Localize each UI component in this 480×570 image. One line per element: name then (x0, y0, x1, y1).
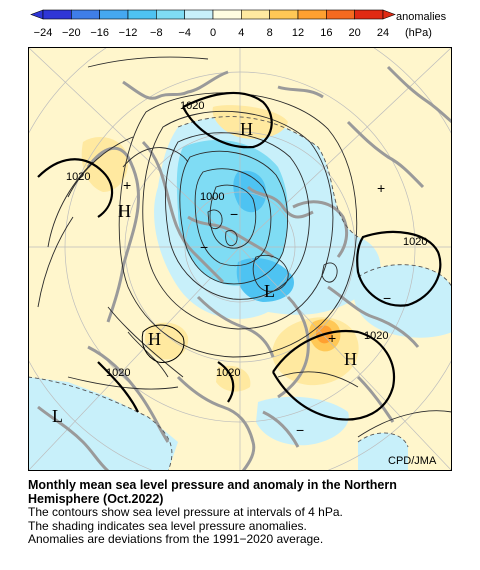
colorbar-arrow-left (30, 9, 44, 20)
colorbar-tick-label: −8 (150, 27, 163, 39)
pressure-center-h-north: H (240, 119, 253, 139)
pressure-center-h-center: H (148, 329, 161, 349)
contour-1020 (37, 91, 442, 421)
colorbar-swatch (71, 9, 100, 20)
map-frame (28, 47, 452, 471)
colorbar-tick-label: 16 (320, 27, 332, 39)
colorbar-tick-label: −24 (34, 27, 53, 39)
colorbar-tick-label: −4 (178, 27, 191, 39)
colorbar-unit: (hPa) (405, 27, 432, 39)
svg-text:−: − (296, 422, 304, 438)
contour-label-1020-right: 1020 (403, 236, 427, 248)
colorbar-swatch (241, 9, 270, 20)
svg-text:−: − (200, 239, 208, 255)
colorbar-tick-label: 8 (267, 27, 273, 39)
anomaly-zero-contours (28, 116, 452, 471)
contour-label-1020-right-lower: 1020 (364, 330, 388, 342)
colorbar-swatch (127, 9, 157, 20)
colorbar-ticks: −24 −20 −16 −12 −8 −4 0 4 8 12 16 20 24 (34, 27, 389, 39)
colorbar-swatch (42, 9, 72, 20)
contour-label-1020-left: 1020 (66, 171, 90, 183)
pressure-center-l-lower: L (52, 406, 63, 426)
colorbar-swatch (156, 9, 185, 20)
pressure-center-h-right: H (344, 349, 357, 369)
svg-text:−: − (230, 206, 238, 222)
colorbar-swatch (212, 9, 242, 20)
caption-title-line-1: Monthly mean sea level pressure and anom… (28, 478, 397, 492)
colorbar-tick-label: 0 (210, 27, 216, 39)
colorbar-swatch (269, 9, 299, 20)
figure-caption: Monthly mean sea level pressure and anom… (28, 478, 468, 547)
svg-text:+: + (123, 177, 131, 193)
colorbar-swatch (297, 9, 327, 20)
pressure-center-l-center: L (264, 281, 275, 301)
anomaly-markers: + + + − − − − (123, 177, 391, 438)
coastlines (37, 65, 452, 471)
caption-line-1: The contours show sea level pressure at … (28, 505, 343, 519)
colorbar-swatch (184, 9, 214, 20)
colorbar-swatch (354, 9, 384, 20)
pressure-contours (37, 56, 452, 438)
colorbar-tick-label: −12 (119, 27, 138, 39)
colorbar-swatch (326, 9, 355, 20)
colorbar-tick-label: 20 (349, 27, 361, 39)
caption-line-2: The shading indicates sea level pressure… (28, 518, 307, 533)
colorbar-tick-label: 24 (377, 27, 389, 39)
polar-map: H H H H L L 1020 1020 1000 1020 1020 102… (28, 47, 452, 471)
colorbar-swatches (30, 9, 396, 20)
colorbar-tick-label: −16 (90, 27, 109, 39)
graticule (28, 47, 452, 471)
anomaly-colorbar: −24 −20 −16 −12 −8 −4 0 4 8 12 16 20 24 anomalies (h… (30, 9, 447, 39)
caption-title-line-2: Hemisphere (Oct.2022) (28, 492, 164, 506)
colorbar-arrow-right (382, 9, 396, 20)
svg-text:−: − (383, 290, 391, 306)
contour-label-1020-north: 1020 (180, 100, 204, 112)
colorbar-tick-label: 4 (238, 27, 244, 39)
colorbar-swatch (99, 9, 129, 20)
pressure-center-h-left: H (118, 201, 131, 221)
colorbar-tick-label: 12 (292, 27, 304, 39)
map-credit: CPD/JMA (388, 455, 437, 467)
colorbar-tick-label: −20 (62, 27, 81, 39)
caption-line-3: Anomalies are deviations from the 1991−2… (28, 532, 324, 546)
svg-text:+: + (377, 180, 385, 196)
svg-text:+: + (328, 330, 336, 346)
colorbar-title: anomalies (396, 11, 447, 23)
contour-label-1000: 1000 (200, 191, 224, 203)
contour-label-1020-lower-left: 1020 (106, 367, 130, 379)
contour-label-1020-lower: 1020 (216, 367, 240, 379)
